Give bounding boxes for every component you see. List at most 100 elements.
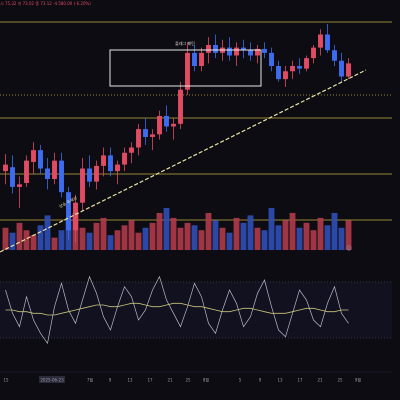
x-tick-label: 21 [167,378,173,383]
oscillator-band [0,282,392,338]
volume-bar [163,208,170,250]
volume-bar [338,227,345,250]
volume-bar [268,208,275,250]
candle-body [108,155,113,172]
candle-body [325,34,330,51]
volume-bar [51,237,58,250]
volume-bar [275,225,282,250]
volume-bar [296,227,303,250]
x-tick-label: 9 [259,378,262,383]
flag-pattern-label: 플래그 패턴 [175,40,195,46]
volume-bar [331,212,338,250]
volume-bar [142,227,149,250]
volume-bar [191,225,198,250]
volume-bar [170,217,177,250]
x-tick-highlight [39,376,65,383]
volume-bar [2,227,9,250]
candle-body [45,168,50,180]
volume-bar [310,230,317,250]
candle-body [339,60,344,77]
candle-body [346,63,351,77]
candle-body [150,134,155,137]
volume-bar [107,235,114,250]
candle-body [213,44,218,53]
ohlc-low: 저 73.02 [17,1,35,6]
candle-body [157,115,162,135]
volume-bar [233,217,240,250]
candle-body [178,89,183,124]
volume-bar [212,220,219,250]
candle-body [241,47,246,51]
candle-body [290,66,295,72]
candle-body [192,52,197,66]
ohlc-change: -4.580.00 (-6.20%) [53,1,91,6]
candle-body [311,47,316,59]
candle-body [276,66,281,80]
x-tick-label: 17 [147,378,153,383]
volume-bar [135,232,142,250]
volume-bar [254,227,261,250]
candle-body [297,66,302,69]
candle-body [24,160,29,183]
candle-body [199,52,204,66]
candle-body [164,115,169,127]
candle-body [185,52,190,90]
volume-bar [149,222,156,250]
x-tick-label: 25 [185,378,191,383]
volume-bar [345,220,352,250]
candle-body [206,44,211,53]
candle-body [332,50,337,61]
candle-body [227,47,232,56]
oscillator-line [5,275,349,345]
candle-body [318,34,323,48]
volume-bar [128,220,135,250]
volume-bar [303,222,310,250]
x-tick-label: 21 [317,378,323,383]
candle-body [66,192,71,231]
x-tick-label: 13 [127,378,133,383]
candle-body [87,168,92,182]
candle-body [52,160,57,180]
ohlc-open: 시 75.32 [0,1,17,6]
candle-body [129,147,134,153]
candle-body [136,129,141,148]
candle-body [31,150,36,162]
candle-body [269,52,274,66]
candle-body [143,129,148,137]
volume-bar [205,212,212,250]
candle-body [59,160,64,193]
ohlc-close: 종 73.12 [35,1,54,6]
volume-bar [198,230,205,250]
volume-bar [114,230,121,250]
volume-bar [30,235,37,250]
x-tick-label: 13 [277,378,283,383]
volume-bar [261,230,268,250]
flag-pattern-box[interactable] [109,49,262,87]
candle-body [283,71,288,80]
volume-bar [219,227,226,250]
uptrend-line[interactable] [0,69,367,253]
candle-body [234,47,239,56]
x-tick-label: 9월 [355,377,362,383]
volume-marker-icon [346,245,352,251]
volume-bar [247,215,254,250]
volume-bar [282,220,289,250]
volume-bar [177,227,184,250]
candle-body [101,155,106,166]
volume-bar [16,222,23,250]
candle-body [122,152,127,165]
candle-body [171,123,176,127]
volume-bar [37,225,44,250]
ohlc-readout: 시 75.32 저 73.02 종 73.12 -4.580.00 (-6.20… [0,1,91,7]
volume-bar [58,230,65,250]
x-tick-label: 17 [297,378,303,383]
candle-body [248,50,253,56]
volume-bar [79,227,86,250]
candle-body [262,48,267,53]
volume-bar [44,215,51,250]
candle-body [73,202,78,231]
candle-body [10,167,15,187]
candle-body [17,184,22,187]
volume-bar [121,225,128,250]
